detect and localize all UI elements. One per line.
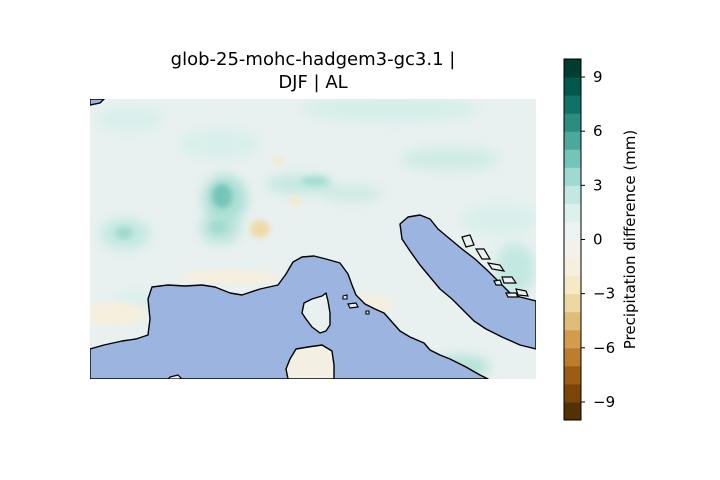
precip-field-core [115, 177, 329, 239]
sea-mediterranean [90, 255, 489, 379]
colorbar-swatch [564, 275, 581, 295]
sea-northwest-corner [90, 99, 105, 106]
corsica-island [301, 292, 331, 334]
colorbar-swatch [564, 293, 581, 313]
colorbar-tick-label: 0 [593, 231, 603, 249]
colorbar-swatch [564, 365, 581, 385]
colorbar: 9 6 3 0 −3 −6 −9 Precipitation difference (mm) [563, 58, 639, 421]
precipitation-map [90, 99, 536, 379]
colorbar-swatch [564, 329, 581, 349]
colorbar-swatch [564, 185, 581, 204]
coast-detail [167, 374, 183, 379]
plot-title: glob-25-mohc-hadgem3-gc3.1 | DJF | AL [90, 48, 536, 94]
colorbar-tick-label: −6 [593, 339, 615, 357]
colorbar-swatches [564, 59, 581, 421]
colorbar-swatch [564, 239, 581, 259]
colorbar-swatch [564, 257, 581, 277]
colorbar-swatch [564, 77, 581, 96]
colorbar-tick-label: 6 [593, 122, 603, 140]
colorbar-swatch [564, 131, 581, 150]
small-island-1 [342, 294, 348, 300]
colorbar-ticks: 9 6 3 0 −3 −6 −9 [581, 68, 615, 411]
sea-adriatic [399, 214, 536, 350]
colorbar-swatch [564, 383, 581, 403]
colorbar-swatch [564, 59, 581, 78]
title-line-2: DJF | AL [278, 72, 348, 93]
colorbar-tick-label: −9 [593, 393, 615, 411]
colorbar-swatch [564, 167, 581, 186]
sardinia-island [285, 344, 335, 379]
colorbar-swatch [564, 311, 581, 331]
colorbar-swatch [564, 113, 581, 132]
elba-island [347, 302, 359, 309]
colorbar-swatch [564, 221, 581, 240]
colorbar-swatch [564, 149, 581, 168]
colorbar-swatch [564, 401, 581, 421]
colorbar-swatch [564, 347, 581, 367]
colorbar-label: Precipitation difference (mm) [621, 130, 639, 350]
croatian-islands [461, 234, 529, 298]
colorbar-tick-label: 9 [593, 68, 603, 86]
small-island-2 [365, 310, 370, 315]
title-line-1: glob-25-mohc-hadgem3-gc3.1 | [170, 49, 456, 70]
colorbar-swatch [564, 203, 581, 222]
colorbar-swatch [564, 95, 581, 114]
colorbar-tick-label: 3 [593, 176, 603, 194]
colorbar-tick-label: −3 [593, 285, 615, 303]
